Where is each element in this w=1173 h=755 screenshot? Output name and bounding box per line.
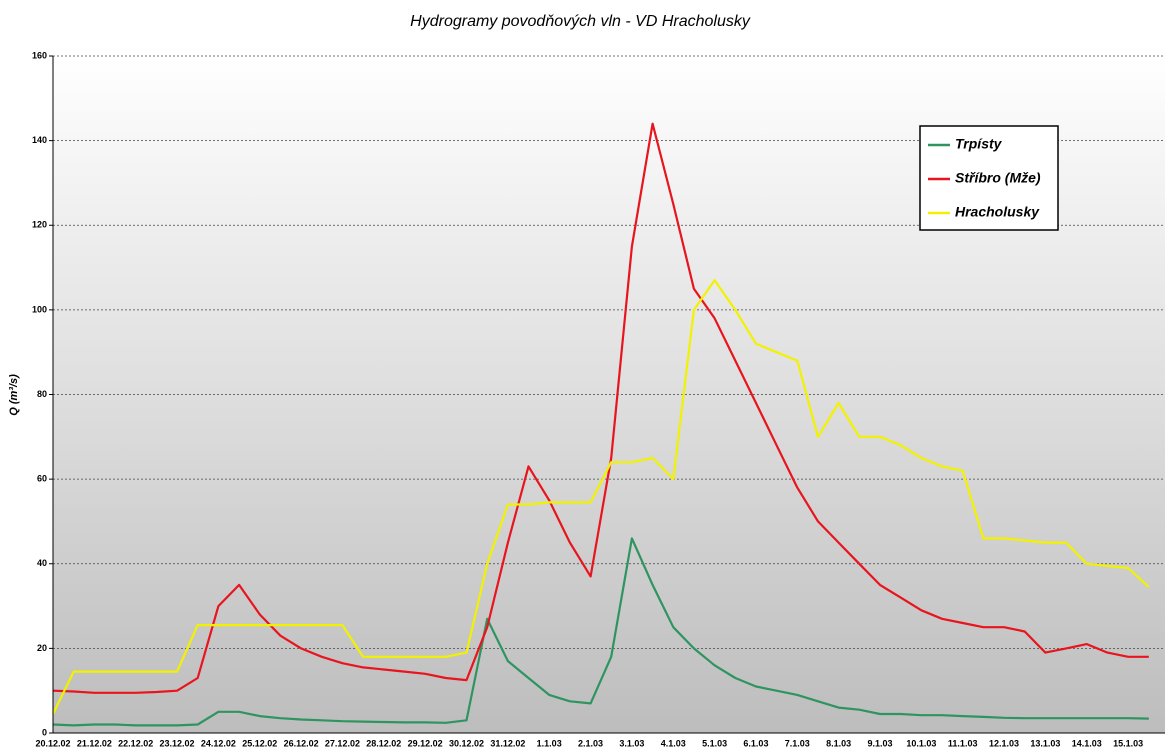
- x-tick-label: 10.1.03: [906, 738, 936, 748]
- lines: [52, 122, 1150, 727]
- y-tick-label: 60: [37, 474, 47, 484]
- x-tick-label: 15.1.03: [1113, 738, 1143, 748]
- y-tick-label: 0: [42, 727, 47, 737]
- x-tick-label: 30.12.02: [449, 738, 484, 748]
- x-tick-label: 27.12.02: [325, 738, 360, 748]
- x-tick-label: 29.12.02: [408, 738, 443, 748]
- x-tick-label: 26.12.02: [284, 738, 319, 748]
- x-tick-label: 9.1.03: [867, 738, 892, 748]
- series-line: [52, 122, 1149, 694]
- x-tick-label: 22.12.02: [118, 738, 153, 748]
- x-tick-label: 21.12.02: [77, 738, 112, 748]
- series-line: [52, 279, 1150, 715]
- x-tick-label: 14.1.03: [1072, 738, 1102, 748]
- x-tick-label: 2.1.03: [578, 738, 603, 748]
- y-tick-label: 80: [37, 389, 47, 399]
- x-tick-label: 20.12.02: [35, 738, 70, 748]
- grid: [49, 55, 1165, 734]
- x-tick-label: 12.1.03: [989, 738, 1019, 748]
- y-tick-label: 120: [32, 220, 47, 230]
- x-tick-label: 13.1.03: [1030, 738, 1060, 748]
- x-tick-label: 4.1.03: [661, 738, 686, 748]
- series-line: [52, 537, 1149, 727]
- legend-label: Trpísty: [955, 136, 1003, 152]
- x-tick-label: 11.1.03: [948, 738, 978, 748]
- x-tick-label: 1.1.03: [537, 738, 562, 748]
- y-tick-label: 140: [32, 135, 47, 145]
- x-tick-label: 28.12.02: [366, 738, 401, 748]
- y-axis-label: Q (m³/s): [8, 374, 20, 416]
- y-tick-label: 40: [37, 558, 47, 568]
- x-tick-label: 23.12.02: [160, 738, 195, 748]
- x-tick-label: 8.1.03: [826, 738, 851, 748]
- x-tick-label: 5.1.03: [702, 738, 727, 748]
- x-tick-label: 6.1.03: [743, 738, 768, 748]
- x-tick-label: 7.1.03: [785, 738, 810, 748]
- x-tick-label: 25.12.02: [242, 738, 277, 748]
- x-tick-label: 31.12.02: [490, 738, 525, 748]
- legend: Trpísty Stříbro (Mže) Hracholusky: [919, 125, 1059, 231]
- y-tick-label: 100: [32, 304, 47, 314]
- y-tick-label: 20: [37, 643, 47, 653]
- legend-label: Stříbro (Mže): [955, 170, 1041, 186]
- x-tick-label: 3.1.03: [619, 738, 644, 748]
- x-tick-label: 24.12.02: [201, 738, 236, 748]
- chart-title: Hydrogramy povodňových vln - VD Hracholu…: [410, 13, 751, 30]
- legend-label: Hracholusky: [955, 204, 1040, 220]
- y-tick-label: 160: [32, 50, 47, 60]
